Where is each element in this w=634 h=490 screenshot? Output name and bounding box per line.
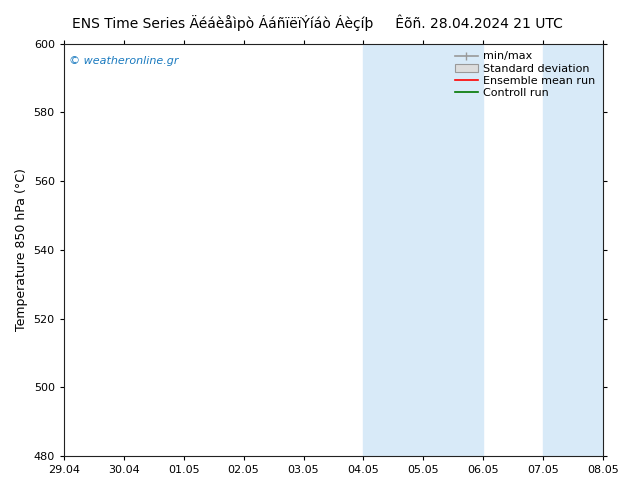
Bar xyxy=(543,44,603,456)
Bar xyxy=(363,44,483,456)
Legend: min/max, Standard deviation, Ensemble mean run, Controll run: min/max, Standard deviation, Ensemble me… xyxy=(451,47,600,102)
Y-axis label: Temperature 850 hPa (°C): Temperature 850 hPa (°C) xyxy=(15,169,28,331)
Text: ENS Time Series Äéáèåìpò ÁáñïëïÝíáò Áèçíþ     Êõñ. 28.04.2024 21 UTC: ENS Time Series Äéáèåìpò ÁáñïëïÝíáò Áèçí… xyxy=(72,15,562,31)
Text: © weatheronline.gr: © weatheronline.gr xyxy=(69,56,179,66)
